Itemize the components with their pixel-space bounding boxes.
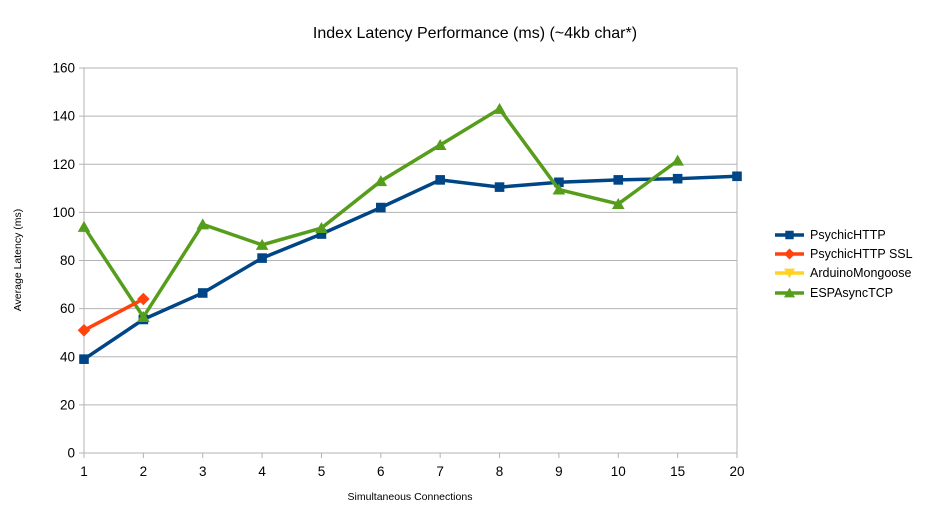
legend: PsychicHTTP PsychicHTTP SSL ArduinoMongoos… — [775, 225, 913, 303]
chart-title: Index Latency Performance (ms) (~4kb cha… — [312, 25, 638, 42]
legend-label: ArduinoMongoose — [810, 266, 912, 281]
data-point-marker — [77, 323, 91, 337]
legend-item-espasynctcp: ESPAsyncTCP — [775, 283, 913, 302]
data-point-marker — [493, 102, 506, 114]
y-tick-label: 160 — [52, 61, 75, 76]
data-point-marker — [494, 182, 505, 192]
triangle-up-legend-key-icon — [775, 287, 804, 298]
data-point-marker — [137, 292, 150, 306]
data-point-marker — [374, 175, 388, 187]
x-tick-label: 9 — [555, 464, 563, 479]
x-tick-label: 7 — [436, 464, 444, 479]
data-point-marker — [197, 288, 208, 298]
x-tick-label: 3 — [199, 464, 207, 479]
data-point-marker — [376, 202, 386, 213]
series-line-psychichttp — [83, 174, 738, 361]
data-point-marker — [77, 220, 91, 232]
triangle-down-legend-key-icon — [775, 269, 804, 279]
data-point-marker — [671, 154, 684, 166]
data-point-marker — [552, 183, 566, 195]
data-point-marker — [433, 139, 447, 150]
legend-item-arduinomongoose: ArduinoMongoose — [775, 264, 913, 283]
y-tick-label: 60 — [60, 301, 75, 316]
y-tick-label: 80 — [60, 253, 75, 268]
square-legend-key-icon — [775, 230, 804, 239]
x-tick-label: 20 — [729, 464, 744, 479]
x-tick-label: 8 — [496, 464, 504, 479]
x-tick-label: 6 — [377, 464, 385, 479]
y-tick-label: 0 — [67, 446, 75, 461]
x-tick-label: 10 — [611, 464, 626, 479]
data-point-marker — [611, 197, 625, 209]
data-point-marker — [257, 253, 267, 263]
diamond-legend-key-icon — [775, 248, 804, 260]
data-point-marker — [137, 311, 150, 323]
data-point-marker — [255, 238, 269, 250]
series-line-psychichttp-ssl — [83, 297, 145, 332]
data-point-marker — [672, 173, 683, 184]
y-tick-label: 120 — [52, 157, 75, 172]
y-tick-label: 100 — [52, 205, 75, 220]
x-tick-label: 5 — [318, 464, 326, 479]
x-tick-label: 4 — [258, 464, 266, 479]
data-point-marker — [79, 354, 89, 364]
data-point-marker — [732, 171, 742, 182]
x-tick-label: 1 — [80, 464, 88, 479]
legend-label: PsychicHTTP SSL — [810, 247, 913, 262]
data-point-marker — [613, 175, 624, 185]
data-point-marker — [435, 175, 445, 185]
data-point-marker — [315, 222, 328, 234]
legend-item-psychichttp: PsychicHTTP — [775, 225, 913, 244]
y-tick-label: 140 — [52, 109, 75, 124]
series-line-espasynctcp — [82, 106, 679, 321]
legend-item-psychichttp-ssl: PsychicHTTP SSL — [775, 244, 913, 263]
y-tick-label: 20 — [60, 397, 75, 412]
legend-label: ESPAsyncTCP — [810, 285, 894, 300]
x-tick-label: 15 — [670, 464, 685, 479]
x-tick-label: 2 — [140, 464, 148, 479]
x-axis-title: Simultaneous Connections — [347, 491, 473, 503]
data-point-marker — [196, 218, 210, 230]
y-tick-label: 40 — [60, 349, 75, 364]
legend-label: PsychicHTTP — [810, 227, 886, 242]
plot-border — [83, 67, 738, 454]
